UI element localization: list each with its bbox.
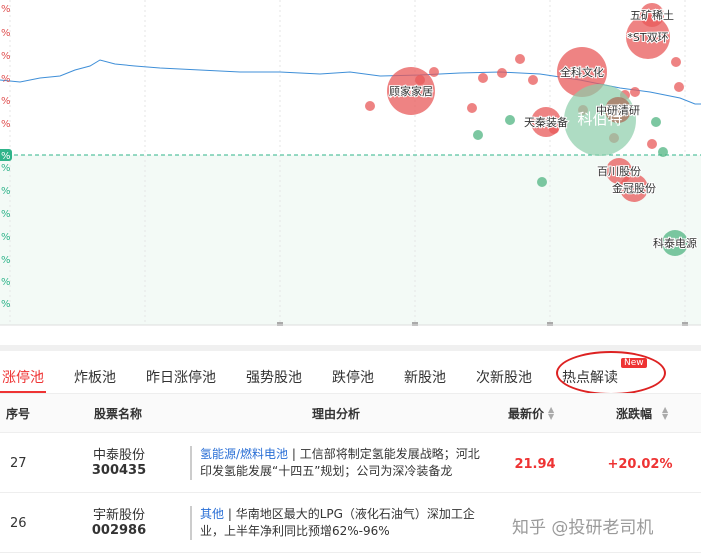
bubble-label: *ST双环	[627, 31, 668, 44]
stock-dot	[497, 68, 507, 78]
latest-price: 21.94	[514, 457, 556, 472]
y-axis-label: %	[1, 74, 11, 85]
bubble-label: 中研清研	[596, 104, 640, 117]
lower-area	[0, 155, 701, 325]
stock-dot	[671, 57, 681, 67]
zero-tag	[0, 149, 12, 161]
reason-text: 华南地区最大的LPG（液化石油气）深加工企业，上半年净利同比预增62%-96%	[200, 507, 475, 538]
stock-dot	[528, 75, 538, 85]
axis-tick	[547, 322, 553, 326]
y-axis-label: %	[1, 277, 11, 288]
bubble-label: 科泰电源	[653, 236, 697, 250]
column-header: 股票名称	[94, 407, 143, 421]
reason: 其他 | 华南地区最大的LPG（液化石油气）深加工企业，上半年净利同比预增62%…	[190, 506, 485, 540]
column-header: 序号	[6, 407, 31, 421]
y-axis-label: %	[1, 163, 11, 174]
reason: 氢能源/燃料电池 | 工信部将制定氢能发展战略；河北印发氢能发展“十四五”规划；…	[190, 446, 485, 480]
separator: |	[224, 507, 236, 521]
bubble-label: 五矿稀土	[630, 9, 674, 22]
sort-icon: ▲ ▼	[548, 405, 555, 421]
tab[interactable]: 昨日涨停池	[146, 370, 216, 386]
tab[interactable]: 跌停池	[332, 370, 374, 386]
stock-name: 中泰股份	[92, 448, 145, 463]
reason-text: 工信部将制定氢能发展战略；河北印发氢能发展“十四五”规划；公司为深冷装备龙	[200, 447, 480, 478]
tab[interactable]: 炸板池	[74, 370, 116, 386]
stock-dot	[515, 54, 525, 64]
bubble-label: 科伯特	[577, 110, 622, 128]
axis-tick	[682, 322, 688, 326]
bubble-label: 顾家家居	[389, 84, 433, 98]
y-axis-label: %	[1, 232, 11, 243]
divider	[0, 345, 701, 351]
stock-bubble	[531, 107, 561, 137]
stock-dot	[674, 82, 684, 92]
stock-dot	[467, 103, 477, 113]
watermark: 知乎 @投研老司机	[512, 518, 654, 538]
column-header: 最新价	[508, 407, 545, 421]
stock-dot	[478, 73, 488, 83]
y-axis-label: %	[1, 209, 11, 220]
sort-icon: ▲ ▼	[662, 405, 669, 421]
stock-bubble	[620, 174, 648, 202]
stock-dot	[630, 87, 640, 97]
row-border	[0, 492, 701, 493]
bubble-label: 全科文化	[560, 65, 604, 79]
stock-dot	[429, 67, 439, 77]
y-axis-label: %	[1, 51, 11, 62]
stock-dot	[473, 130, 483, 140]
row-number: 27	[10, 456, 27, 471]
stock-dot	[505, 115, 515, 125]
bubble-label: 天秦装备	[524, 115, 568, 129]
column-header: 理由分析	[312, 407, 361, 421]
axis-tick	[277, 322, 283, 326]
row-number: 26	[10, 516, 27, 531]
tab-border	[0, 393, 701, 394]
y-axis-label: %	[1, 151, 11, 162]
stock-dot	[537, 177, 547, 187]
column-header: 涨跌幅	[616, 407, 653, 421]
axis-tick	[412, 322, 418, 326]
bubble-label: 金冠股份	[612, 181, 656, 195]
stock-code: 300435	[91, 463, 147, 478]
tab[interactable]: 新股池	[404, 370, 446, 386]
stock-name: 宇新股份	[92, 508, 145, 523]
stock-bubble	[387, 67, 435, 115]
stock-dot	[658, 147, 668, 157]
tab[interactable]: 次新股池	[476, 370, 532, 386]
bubble-label: 百川股份	[597, 165, 641, 178]
stock-code: 002986	[91, 523, 147, 538]
y-axis-label: %	[1, 186, 11, 197]
table-header	[0, 394, 701, 433]
active-tab-underline	[0, 391, 46, 393]
stock-dot	[647, 139, 657, 149]
y-axis-label: %	[1, 255, 11, 266]
change-percent: +20.02%	[607, 457, 673, 472]
y-axis-label: %	[1, 28, 11, 39]
y-axis-label: %	[1, 299, 11, 310]
y-axis-label: %	[1, 4, 11, 15]
stock-dot	[651, 117, 661, 127]
tab[interactable]: 涨停池	[2, 370, 44, 386]
tab[interactable]: 强势股池	[246, 370, 302, 386]
reason-tag: 其他	[200, 507, 225, 521]
highlight-ellipse	[556, 351, 666, 395]
separator: |	[288, 447, 300, 461]
stock-bubble	[626, 15, 670, 59]
y-axis-label: %	[1, 96, 11, 107]
stock-dot	[365, 101, 375, 111]
reason-tag: 氢能源/燃料电池	[200, 447, 289, 461]
y-axis-label: %	[1, 119, 11, 130]
stock-bubble	[605, 97, 631, 123]
stock-bubble	[662, 230, 688, 256]
